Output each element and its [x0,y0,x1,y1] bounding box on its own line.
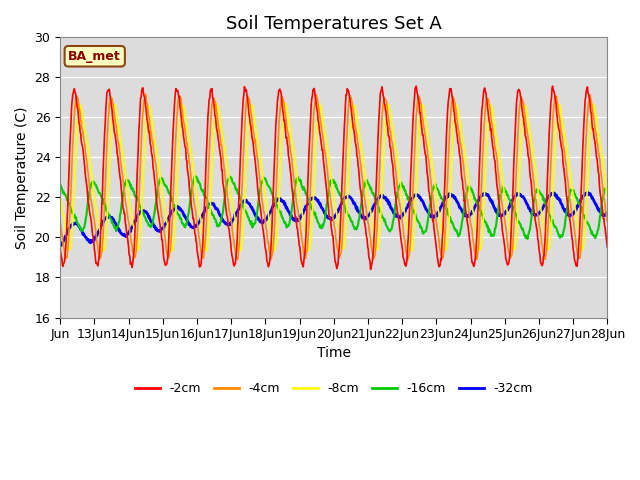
-8cm [284,111,292,117]
Y-axis label: Soil Temperature (C): Soil Temperature (C) [15,106,29,249]
Line: -32cm: -32cm [60,192,607,246]
X-axis label: Time: Time [317,347,351,360]
-2cm [56,244,64,250]
-32cm [379,192,387,198]
-8cm [158,184,166,190]
Text: BA_met: BA_met [68,50,121,63]
-4cm [404,257,412,263]
-32cm [584,190,592,195]
-8cm [282,100,289,106]
-16cm [191,173,198,179]
-8cm [56,194,64,200]
Line: -16cm: -16cm [60,176,607,239]
-4cm [56,218,64,224]
-2cm [284,141,291,147]
-4cm [380,102,387,108]
-4cm [586,95,593,101]
-32cm [284,206,291,212]
-8cm [305,248,312,254]
Line: -4cm: -4cm [60,94,607,260]
-2cm [586,96,593,102]
-2cm [604,245,611,251]
Line: -2cm: -2cm [60,86,607,269]
-32cm [604,212,611,217]
-2cm [83,181,90,187]
-32cm [56,243,64,249]
-8cm [586,137,593,143]
Line: -8cm: -8cm [60,103,607,251]
-8cm [380,152,388,157]
-16cm [604,188,611,193]
-16cm [158,175,166,181]
-32cm [158,226,166,231]
-2cm [577,188,585,194]
-8cm [577,243,585,249]
-4cm [159,215,166,221]
-2cm [158,237,166,242]
-4cm [604,219,611,225]
-2cm [367,266,374,272]
-4cm [142,91,150,97]
-2cm [380,93,387,98]
-16cm [524,236,531,242]
-4cm [83,156,90,162]
-32cm [83,235,90,240]
-4cm [577,241,585,247]
-16cm [284,223,292,228]
Legend: -2cm, -4cm, -8cm, -16cm, -32cm: -2cm, -4cm, -8cm, -16cm, -32cm [129,377,538,400]
-8cm [604,194,611,200]
-16cm [56,181,64,187]
Title: Soil Temperatures Set A: Soil Temperatures Set A [226,15,442,33]
-2cm [412,84,420,89]
-4cm [284,130,292,135]
-16cm [577,204,585,210]
-32cm [585,191,593,196]
-32cm [576,200,584,205]
-16cm [380,216,387,221]
-8cm [83,136,90,142]
-16cm [83,213,90,218]
-16cm [586,224,593,230]
